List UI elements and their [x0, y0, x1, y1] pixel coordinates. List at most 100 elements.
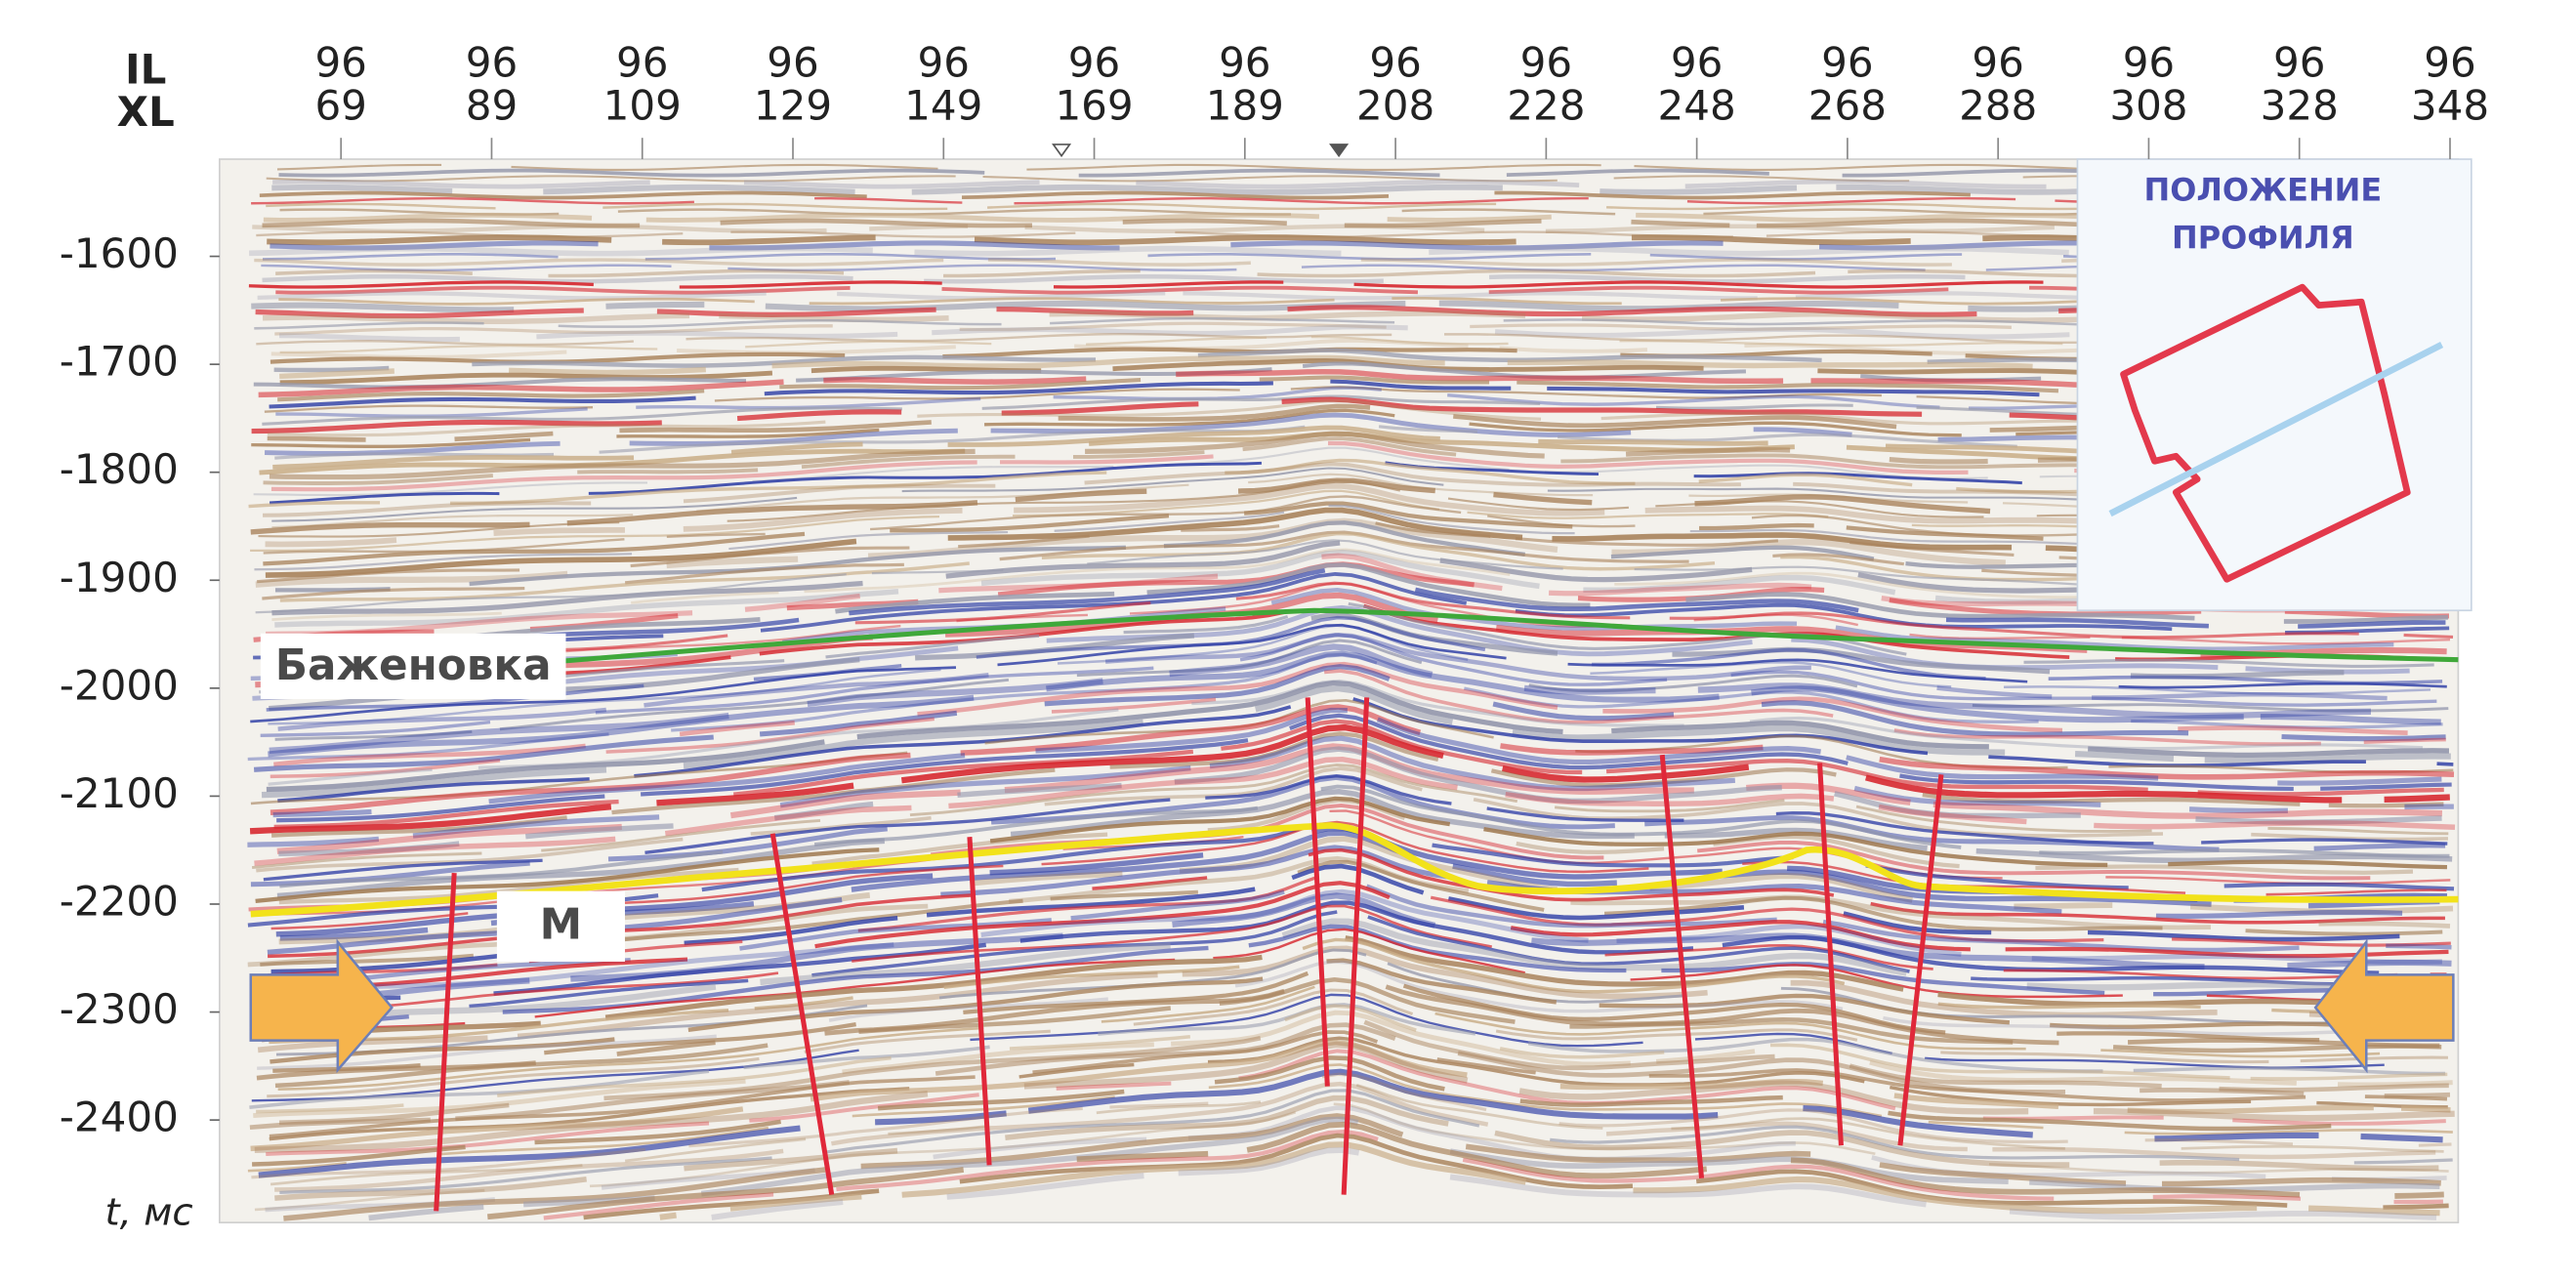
reflector: [901, 467, 1444, 493]
reflector: [1992, 1146, 2436, 1160]
reflector: [1076, 639, 1423, 678]
reflector: [499, 678, 1010, 731]
reflector: [266, 175, 956, 183]
reflector: [1181, 524, 1280, 532]
reflector: [1870, 901, 2445, 925]
x-tick-label: 96: [2123, 39, 2175, 87]
reflector: [271, 611, 502, 622]
reflector: [1500, 743, 1764, 756]
reflector: [1548, 582, 1812, 597]
reflector: [254, 258, 944, 267]
reflector: [989, 852, 1204, 876]
reflector: [588, 461, 1262, 495]
reflector: [1101, 985, 1315, 1023]
reflector: [677, 345, 956, 355]
reflector: [247, 1162, 347, 1173]
reflector: [1697, 682, 2372, 720]
reflector: [981, 394, 1541, 410]
reflector: [265, 538, 857, 578]
reflector: [250, 515, 940, 553]
reflector: [2320, 782, 2452, 791]
reflector: [1085, 431, 1545, 459]
reflector: [932, 324, 1408, 336]
reflector: [1567, 658, 2028, 683]
reflector: [683, 507, 963, 532]
reflector: [1849, 540, 2015, 557]
reflector: [251, 437, 531, 448]
reflector: [1208, 1063, 1883, 1118]
reflector: [2281, 733, 2446, 742]
reflector: [2154, 1132, 2319, 1142]
reflector: [1326, 958, 1558, 1005]
reflector: [1375, 521, 1491, 539]
reflector: [487, 1167, 965, 1220]
reflector: [263, 501, 592, 517]
x-tick-label: 96: [1671, 39, 1723, 87]
reflector: [996, 307, 1194, 316]
inset: ПОЛОЖЕНИЕ ПРОФИЛЯ: [2076, 158, 2472, 612]
reflector: [1467, 511, 1829, 519]
reflector: [2251, 832, 2449, 842]
reflector: [836, 1129, 1379, 1192]
reflector: [1972, 703, 2449, 713]
reflector: [271, 184, 453, 194]
reflector: [2403, 633, 2454, 640]
reflector: [684, 1147, 898, 1172]
reflector: [262, 586, 525, 600]
reflector: [1452, 863, 1617, 888]
reflector: [754, 996, 853, 1011]
reflector: [1434, 1012, 2026, 1051]
reflector: [2118, 681, 2447, 689]
x-tick-label: 96: [918, 39, 970, 87]
x-tick-label: 328: [2261, 81, 2339, 129]
reflector: [270, 240, 599, 251]
reflector: [274, 589, 899, 628]
reflector: [264, 404, 594, 413]
reflector: [525, 823, 674, 840]
reflector: [276, 823, 622, 854]
reflector: [269, 712, 729, 754]
reflector: [1846, 755, 2159, 781]
reflector: [2363, 737, 2446, 745]
reflector: [270, 815, 567, 838]
reflector: [1289, 713, 1849, 770]
reflector: [1328, 504, 1575, 535]
reflector: [256, 837, 684, 873]
reflector: [810, 1039, 1468, 1102]
x-tick-label: 228: [1507, 81, 1585, 129]
reflector: [275, 268, 473, 275]
reflector: [2172, 937, 2451, 947]
reflector: [664, 805, 912, 837]
reflector: [472, 354, 1097, 368]
reflector: [1046, 650, 1720, 703]
reflector: [1940, 1051, 2269, 1064]
reflector: [262, 312, 690, 325]
reflector: [269, 448, 976, 480]
reflector: [2328, 802, 2444, 808]
reflector: [257, 1034, 717, 1070]
reflector: [687, 976, 1264, 1033]
reflector: [1971, 975, 2382, 986]
reflector: [1846, 525, 2044, 541]
reflector: [534, 1119, 781, 1145]
reflector: [276, 163, 442, 171]
reflector: [1050, 889, 1198, 901]
reflector: [1001, 401, 1199, 416]
reflector: [2353, 1158, 2453, 1165]
reflector: [2092, 692, 2388, 701]
reflector: [1751, 685, 2244, 723]
reflector: [276, 794, 605, 823]
reflector: [1076, 1150, 1209, 1163]
reflector: [1879, 756, 2455, 780]
reflector: [1669, 611, 2359, 640]
reflector: [911, 184, 1503, 195]
reflector: [1072, 450, 1205, 459]
reflector: [1928, 1120, 2044, 1130]
x-tick-label: 96: [1369, 39, 1421, 87]
x-tick-label: 288: [1959, 81, 2037, 129]
reflector: [1182, 945, 1708, 1000]
reflector: [248, 501, 381, 509]
x-tick-label: 96: [466, 39, 518, 87]
reflector: [858, 1006, 1172, 1034]
